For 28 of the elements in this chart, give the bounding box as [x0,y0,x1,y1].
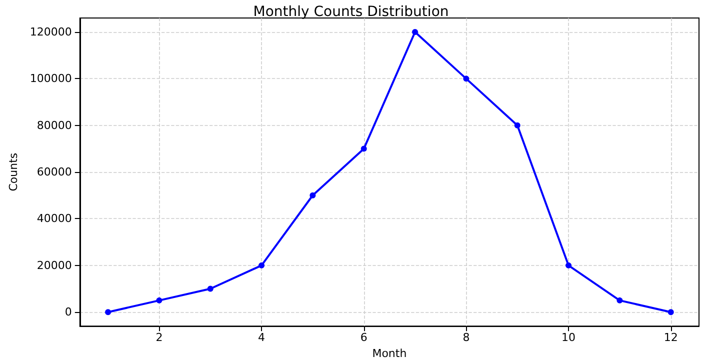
x-tick-label: 12 [664,331,678,344]
x-tick-label: 4 [258,331,266,344]
x-axis-title: Month [372,347,407,360]
point [463,76,470,82]
point [105,309,112,316]
point [207,286,214,292]
y-tick-label: 100000 [30,72,72,86]
y-tick-label: 60000 [36,166,72,179]
point [616,297,623,304]
point [412,29,418,36]
y-tick-label: 80000 [36,118,72,132]
y-axis-title: Counts [7,152,20,192]
point [310,192,316,198]
y-tick-label: 120000 [30,26,72,39]
point [258,262,265,268]
x-tick-label: 2 [156,331,163,344]
point [360,146,367,152]
x-tick-label: 8 [462,331,470,344]
point [514,122,520,128]
y-tick-label: 20000 [36,258,72,272]
chart-title: Monthly Counts Distribution [253,4,449,20]
point [156,297,162,304]
point [668,309,674,316]
x-tick-label: 10 [562,331,576,344]
x-tick-label: 6 [360,331,368,344]
y-tick-label: 0 [64,306,72,319]
y-tick-label: 40000 [36,212,72,226]
point [566,262,572,268]
